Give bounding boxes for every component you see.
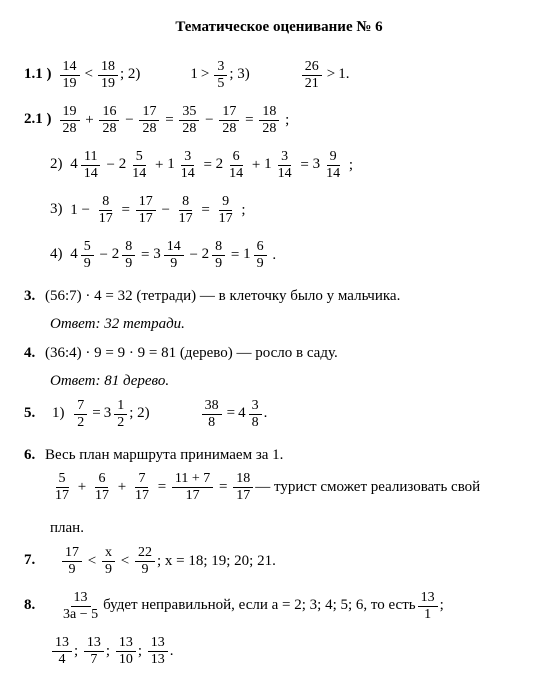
- fraction: 131: [418, 591, 438, 622]
- item-number: 2.1 ): [24, 110, 52, 130]
- item-number: 6.: [24, 447, 35, 463]
- problem-8-list: 134; 137; 1310; 1313.: [24, 636, 534, 667]
- sub-number: 2): [50, 155, 63, 175]
- problem-7: 7. 179 < x9 < 229; x = 18; 19; 20; 21.: [24, 546, 534, 577]
- problem-5: 5. 1) 72 = 312 ; 2) 388 = 438 .: [24, 399, 534, 430]
- item-number: 4.: [24, 345, 35, 361]
- sub-number: 3): [50, 200, 63, 220]
- problem-2-2: 2) 41114 − 2514 + 1314 = 2614 + 1314 = 3…: [24, 150, 534, 181]
- fraction: 72: [74, 399, 87, 430]
- item-number: 5.: [24, 404, 46, 424]
- fraction: 388: [202, 399, 222, 430]
- item-number: 7.: [24, 551, 46, 571]
- item-number: 3.: [24, 288, 35, 304]
- problem-2-1: 2.1 ) 1928 + 1628 − 1728 = 3528 − 1728 =…: [24, 105, 534, 136]
- mixed-fraction: 312: [104, 399, 130, 430]
- item-number: 8.: [24, 596, 46, 616]
- problem-2-3: 3) 1 − 817 = 1717 − 817 = 917 ;: [24, 195, 534, 226]
- fraction: 1419: [60, 60, 80, 91]
- problem-6-expr: 517 + 617 + 717 = 11 + 717 = 1817 — тури…: [24, 472, 534, 503]
- fraction: 2621: [302, 60, 322, 91]
- problem-8: 8. 133a − 5 будет неправильной, если a =…: [24, 591, 534, 622]
- sub-number: 4): [50, 245, 63, 265]
- fraction: 1819: [98, 60, 118, 91]
- fraction: 35: [214, 60, 227, 91]
- item-number: 1.1 ): [24, 65, 52, 85]
- problem-3-answer: Ответ: 32 тетради.: [24, 313, 534, 336]
- problem-4: 4. (36:4) · 9 = 9 · 9 = 81 (дерево) — ро…: [24, 342, 534, 365]
- fraction: 133a − 5: [60, 591, 101, 622]
- problem-6-tail: план.: [24, 517, 534, 540]
- problem-1-1: 1.1 ) 1419 < 1819 ; 2) 1 > 35 ; 3) 2621 …: [24, 60, 534, 91]
- problem-6: 6. Весь план маршрута принимаем за 1.: [24, 444, 534, 467]
- problem-3: 3. (56:7) · 4 = 32 (тетради) — в клеточк…: [24, 285, 534, 308]
- problem-4-answer: Ответ: 81 дерево.: [24, 370, 534, 393]
- mixed-fraction: 438: [238, 399, 264, 430]
- page-title: Тематическое оценивание № 6: [24, 18, 534, 38]
- problem-2-4: 4) 459 − 289 = 3149 − 289 = 169 .: [24, 240, 534, 271]
